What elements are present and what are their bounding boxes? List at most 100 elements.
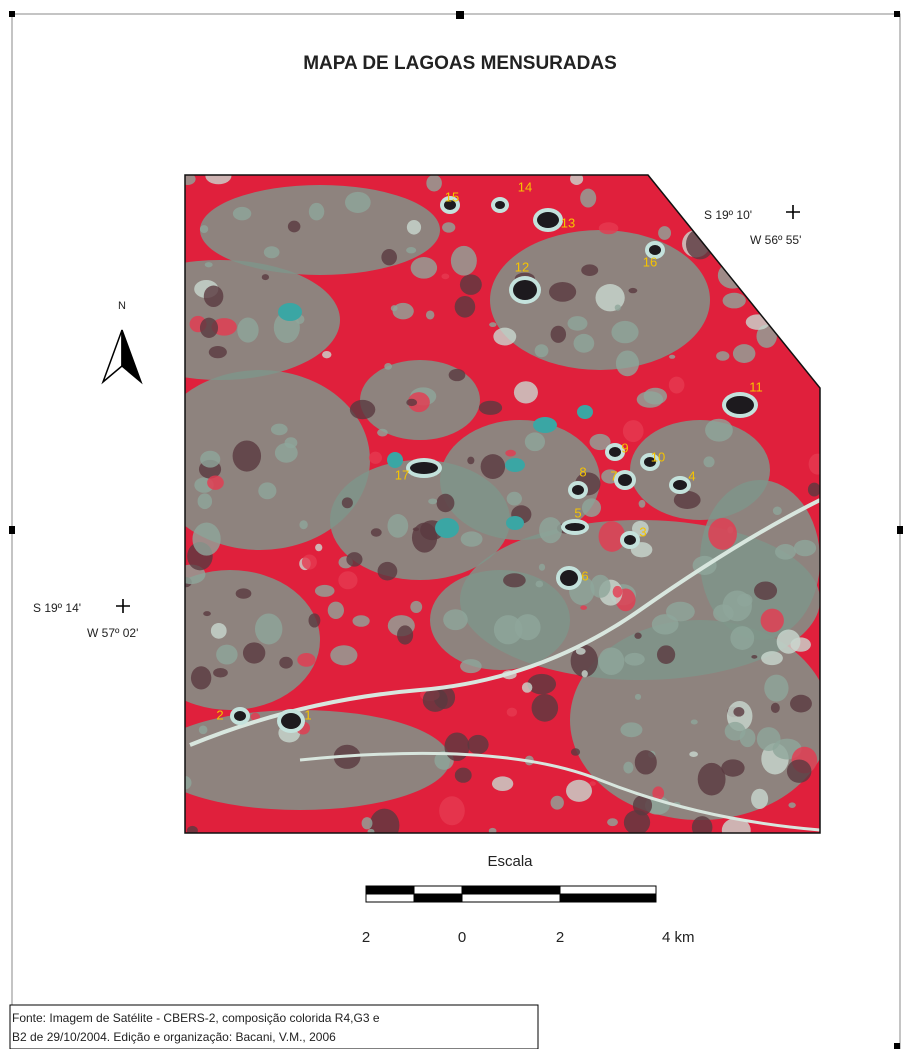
lake bbox=[495, 201, 505, 209]
texture-spot bbox=[673, 490, 701, 509]
texture-spot bbox=[581, 264, 599, 276]
texture-spot bbox=[793, 539, 817, 557]
texture-spot bbox=[263, 246, 280, 259]
texture-spot bbox=[721, 817, 751, 833]
texture-spot bbox=[575, 647, 586, 655]
texture-spot bbox=[377, 428, 388, 437]
texture-spot bbox=[503, 573, 526, 588]
vegetation-area bbox=[570, 620, 820, 820]
texture-spot bbox=[691, 816, 713, 833]
texture-spot bbox=[287, 220, 301, 233]
map-border bbox=[184, 174, 821, 834]
texture-spot bbox=[261, 274, 270, 281]
texture-spot bbox=[210, 623, 227, 639]
texture-spot bbox=[185, 175, 196, 185]
texture-spot bbox=[615, 350, 640, 377]
texture-spot bbox=[638, 499, 646, 508]
texture-spot bbox=[550, 325, 567, 343]
lake bbox=[444, 200, 456, 210]
texture-spot bbox=[436, 493, 455, 513]
texture-spot bbox=[776, 629, 801, 654]
texture-spot bbox=[623, 810, 651, 833]
lake-turquoise bbox=[435, 518, 459, 538]
texture-spot bbox=[478, 400, 503, 415]
texture-spot bbox=[439, 796, 465, 826]
texture-spot bbox=[761, 297, 784, 317]
lake bbox=[644, 457, 656, 467]
texture-spot bbox=[338, 571, 358, 590]
texture-spot bbox=[315, 543, 323, 552]
texture-spot bbox=[327, 601, 345, 619]
texture-spot bbox=[690, 719, 698, 725]
texture-spot bbox=[442, 222, 456, 233]
coord-ne-lat: S 19º 10' bbox=[704, 208, 752, 222]
texture-spot bbox=[441, 273, 450, 280]
texture-spot bbox=[550, 795, 564, 810]
texture-spot bbox=[589, 433, 611, 451]
texture-spot bbox=[534, 344, 549, 358]
texture-spot bbox=[549, 282, 577, 302]
map-title: MAPA DE LAGOAS MENSURADAS bbox=[303, 53, 617, 74]
texture-spot bbox=[491, 776, 514, 792]
texture-spot bbox=[197, 493, 213, 510]
texture-spot bbox=[204, 262, 213, 268]
texture-spot bbox=[785, 298, 812, 328]
texture-spot bbox=[636, 391, 664, 408]
texture-spot bbox=[454, 295, 476, 318]
texture-spot bbox=[567, 316, 588, 331]
texture-spot bbox=[634, 750, 657, 775]
texture-spot bbox=[407, 392, 430, 413]
texture-spot bbox=[406, 247, 417, 254]
texture-spot bbox=[459, 274, 482, 295]
satellite-image bbox=[185, 175, 820, 833]
texture-spot bbox=[213, 667, 228, 678]
texture-spot bbox=[237, 317, 259, 343]
texture-spot bbox=[514, 614, 541, 641]
texture-spot bbox=[489, 322, 497, 328]
texture-spot bbox=[190, 666, 212, 690]
lake bbox=[281, 713, 301, 729]
texture-spot bbox=[274, 443, 298, 463]
lake-turquoise bbox=[577, 405, 593, 419]
texture-spot bbox=[623, 761, 634, 774]
texture-spot bbox=[505, 449, 516, 457]
lake-label: 10 bbox=[651, 449, 665, 464]
texture-spot bbox=[513, 381, 538, 404]
texture-spot bbox=[493, 327, 517, 346]
texture-spot bbox=[322, 350, 332, 359]
texture-spot bbox=[708, 518, 737, 550]
lake-label: 3 bbox=[639, 524, 646, 539]
scale-label: 2 bbox=[362, 929, 370, 946]
texture-spot bbox=[349, 399, 376, 420]
vegetation-area bbox=[185, 570, 320, 710]
texture-spot bbox=[216, 644, 238, 665]
texture-spot bbox=[732, 344, 756, 363]
texture-spot bbox=[270, 423, 288, 436]
texture-spot bbox=[186, 825, 198, 833]
texture-spot bbox=[531, 693, 559, 722]
lake-label: 14 bbox=[518, 179, 532, 194]
scale-label: 0 bbox=[458, 929, 466, 946]
texture-spot bbox=[397, 625, 414, 645]
texture-spot bbox=[308, 202, 325, 221]
texture-spot bbox=[345, 191, 371, 213]
texture-spot bbox=[705, 418, 733, 442]
texture-spot bbox=[622, 420, 644, 443]
texture-spot bbox=[299, 520, 308, 530]
texture-spot bbox=[598, 521, 626, 552]
texture-spot bbox=[258, 482, 277, 500]
texture-spot bbox=[581, 498, 602, 517]
texture-spot bbox=[620, 722, 643, 738]
texture-spot bbox=[192, 522, 221, 556]
texture-spot bbox=[460, 531, 483, 547]
coord-w-lon: W 57º 02' bbox=[87, 626, 138, 640]
texture-spot bbox=[368, 451, 383, 464]
texture-spot bbox=[232, 206, 252, 221]
texture-spot bbox=[406, 398, 418, 407]
texture-spot bbox=[410, 257, 438, 279]
texture-spot bbox=[634, 693, 642, 700]
texture-spot bbox=[589, 781, 596, 786]
texture-spot bbox=[410, 600, 423, 614]
coord-ne-cross bbox=[786, 205, 800, 219]
texture-spot bbox=[200, 450, 221, 468]
